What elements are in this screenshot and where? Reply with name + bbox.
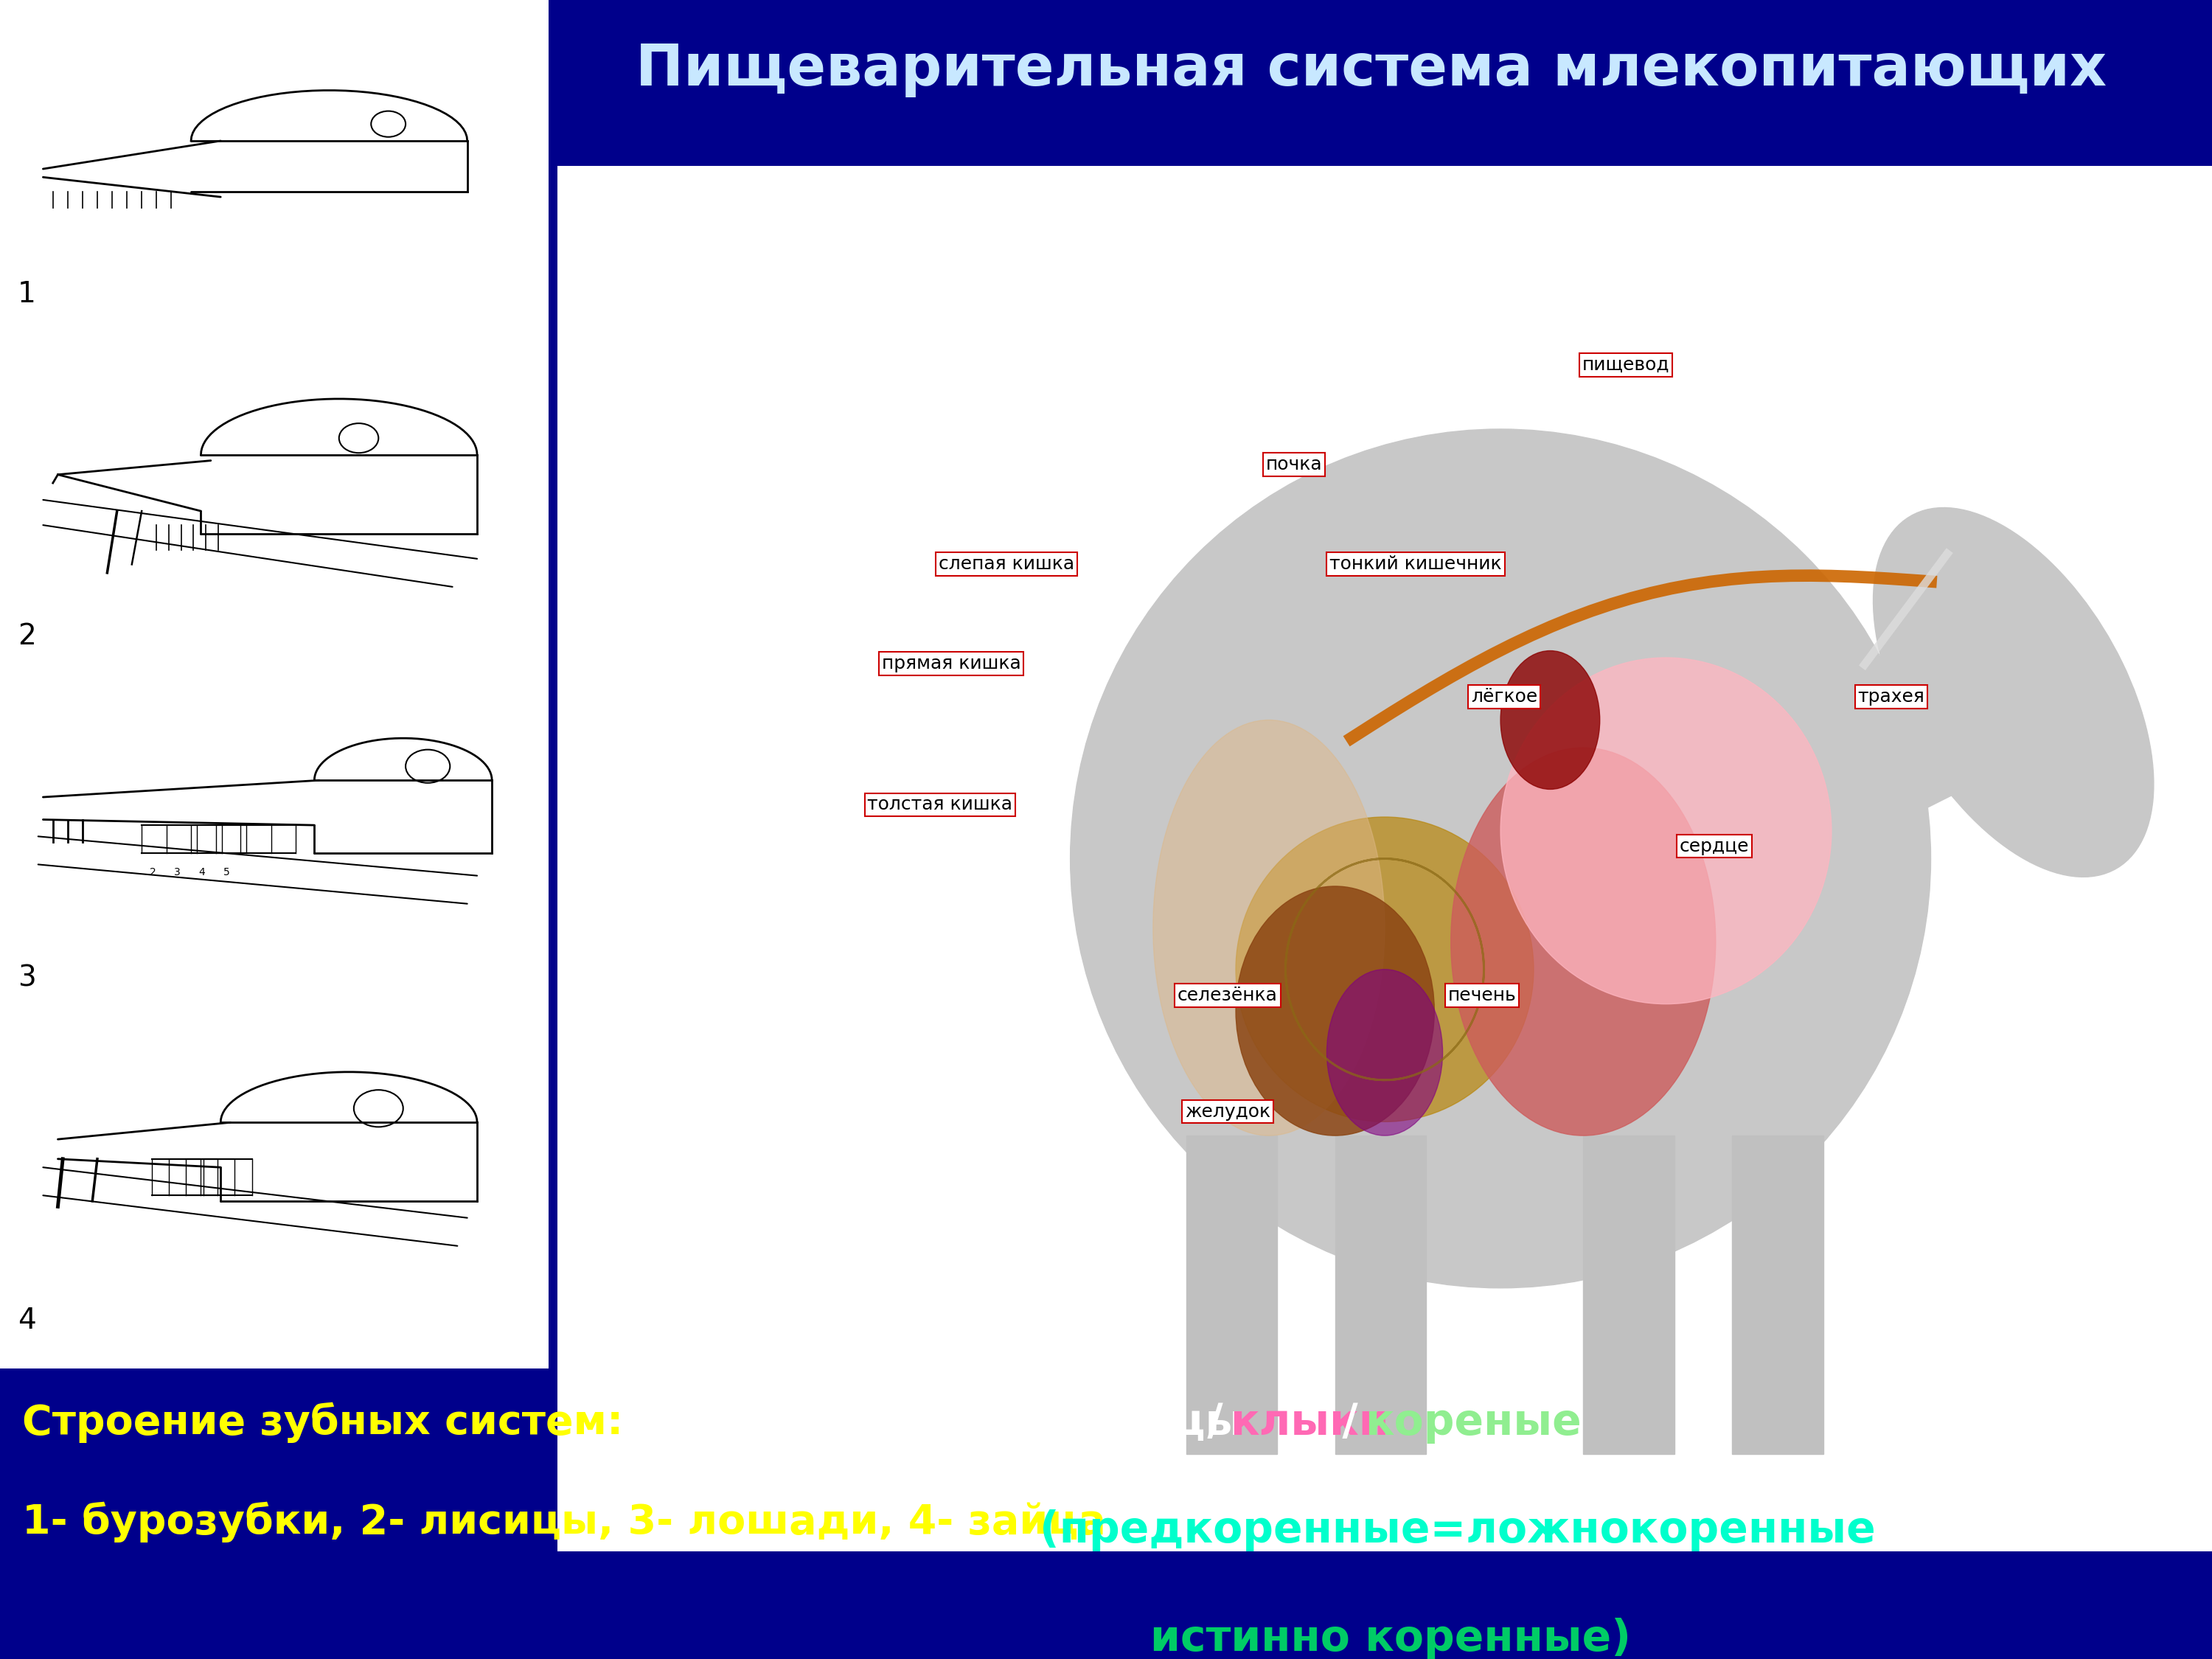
Text: лёгкое: лёгкое: [1471, 688, 1537, 705]
Polygon shape: [1880, 554, 2013, 831]
Text: 3: 3: [18, 964, 35, 992]
Text: 5: 5: [223, 868, 230, 878]
Text: 4: 4: [18, 1306, 35, 1334]
Ellipse shape: [1500, 650, 1599, 790]
Text: Пищеварительная система млекопитающих: Пищеварительная система млекопитающих: [635, 41, 2108, 98]
Text: сердце: сердце: [1679, 838, 1750, 854]
Ellipse shape: [1237, 886, 1433, 1135]
Text: пищевод: пищевод: [1582, 357, 1670, 373]
Text: Строение зубных систем:: Строение зубных систем:: [22, 1402, 624, 1443]
Ellipse shape: [1237, 816, 1533, 1121]
Text: трахея: трахея: [1858, 688, 1924, 705]
Bar: [1336, 1135, 1427, 1455]
Ellipse shape: [1874, 508, 2154, 878]
Text: толстая кишка: толстая кишка: [867, 796, 1013, 813]
Ellipse shape: [1071, 430, 1931, 1287]
Text: 1- бурозубки, 2- лисицы, 3- лошади, 4- зайца: 1- бурозубки, 2- лисицы, 3- лошади, 4- з…: [22, 1501, 1106, 1543]
Text: селезёнка: селезёнка: [1177, 987, 1279, 1004]
Text: (предкоренные=ложнокоренные: (предкоренные=ложнокоренные: [1040, 1510, 1876, 1551]
Text: слепая кишка: слепая кишка: [938, 556, 1075, 572]
Ellipse shape: [1451, 748, 1717, 1135]
Text: /: /: [1327, 1402, 1374, 1443]
Bar: [557, 166, 2212, 1551]
Text: печень: печень: [1449, 987, 1515, 1004]
Bar: [1732, 1135, 1823, 1455]
Text: 1: 1: [18, 280, 35, 309]
Ellipse shape: [1500, 657, 1832, 1004]
Text: кореные: кореные: [1365, 1402, 1582, 1443]
Bar: [1186, 1135, 1276, 1455]
Text: почка: почка: [1265, 456, 1323, 473]
Text: клыки: клыки: [1230, 1402, 1389, 1443]
Text: /: /: [1192, 1402, 1239, 1443]
Text: резцы: резцы: [1088, 1402, 1243, 1443]
Ellipse shape: [1152, 720, 1385, 1135]
Text: 2: 2: [150, 868, 157, 878]
Text: прямая кишка: прямая кишка: [883, 655, 1020, 672]
Text: 2: 2: [18, 622, 35, 650]
Bar: [1584, 1135, 1674, 1455]
Text: тонкий кишечник: тонкий кишечник: [1329, 556, 1502, 572]
Text: 3: 3: [175, 868, 181, 878]
Text: Зубная формула:: Зубная формула:: [730, 1402, 1179, 1445]
Text: истинно коренные): истинно коренные): [1150, 1618, 1630, 1659]
Bar: [0, 0, 549, 1369]
Text: желудок: желудок: [1186, 1103, 1270, 1120]
Text: 4: 4: [199, 868, 206, 878]
Ellipse shape: [1327, 969, 1442, 1136]
